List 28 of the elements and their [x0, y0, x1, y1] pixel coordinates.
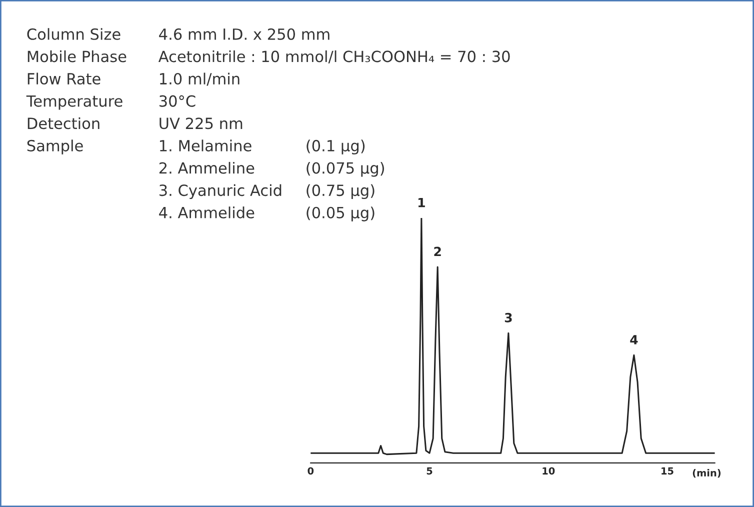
text: Mobile Phase — [28, 50, 126, 62]
text: Flow Rate — [28, 72, 100, 85]
x-axis-title: (min) — [692, 469, 721, 478]
text: UV 225 nm — [160, 118, 242, 130]
x-tick-label: 10 — [542, 467, 555, 475]
text: Sample — [27, 140, 83, 154]
annotation: (0.05 µg) — [306, 206, 374, 222]
text: 2. Ammeline — [159, 162, 254, 174]
annotation: 2 — [434, 246, 441, 256]
text: 4.6 mm I.D. x 250 mm — [159, 28, 330, 40]
x-tick-label: 5 — [426, 467, 432, 475]
x-tick-label: 15 — [662, 467, 674, 475]
annotation: 1 — [418, 198, 425, 208]
text: Acetonitrile : 10 mmol/l CH₃COONH₄ = 70 : 30 — [158, 50, 510, 64]
annotation: 4 — [630, 335, 638, 344]
annotation: 3 — [504, 312, 512, 322]
text: Temperature — [26, 95, 122, 110]
text: (0.075 µg) — [306, 162, 384, 177]
text: 4. Ammelide — [159, 206, 254, 218]
text: 3. Cyanuric Acid — [160, 184, 282, 200]
text: 30°C — [160, 95, 196, 107]
text: 1. Melamine — [160, 140, 252, 152]
text: (0.75 µg) — [306, 184, 374, 200]
text: 1.0 ml/min — [160, 72, 240, 86]
text: Detection — [28, 117, 100, 130]
x-tick-label: 0 — [308, 467, 314, 475]
text: Column Size — [27, 28, 120, 40]
text: (0.1 µg) — [306, 140, 365, 154]
